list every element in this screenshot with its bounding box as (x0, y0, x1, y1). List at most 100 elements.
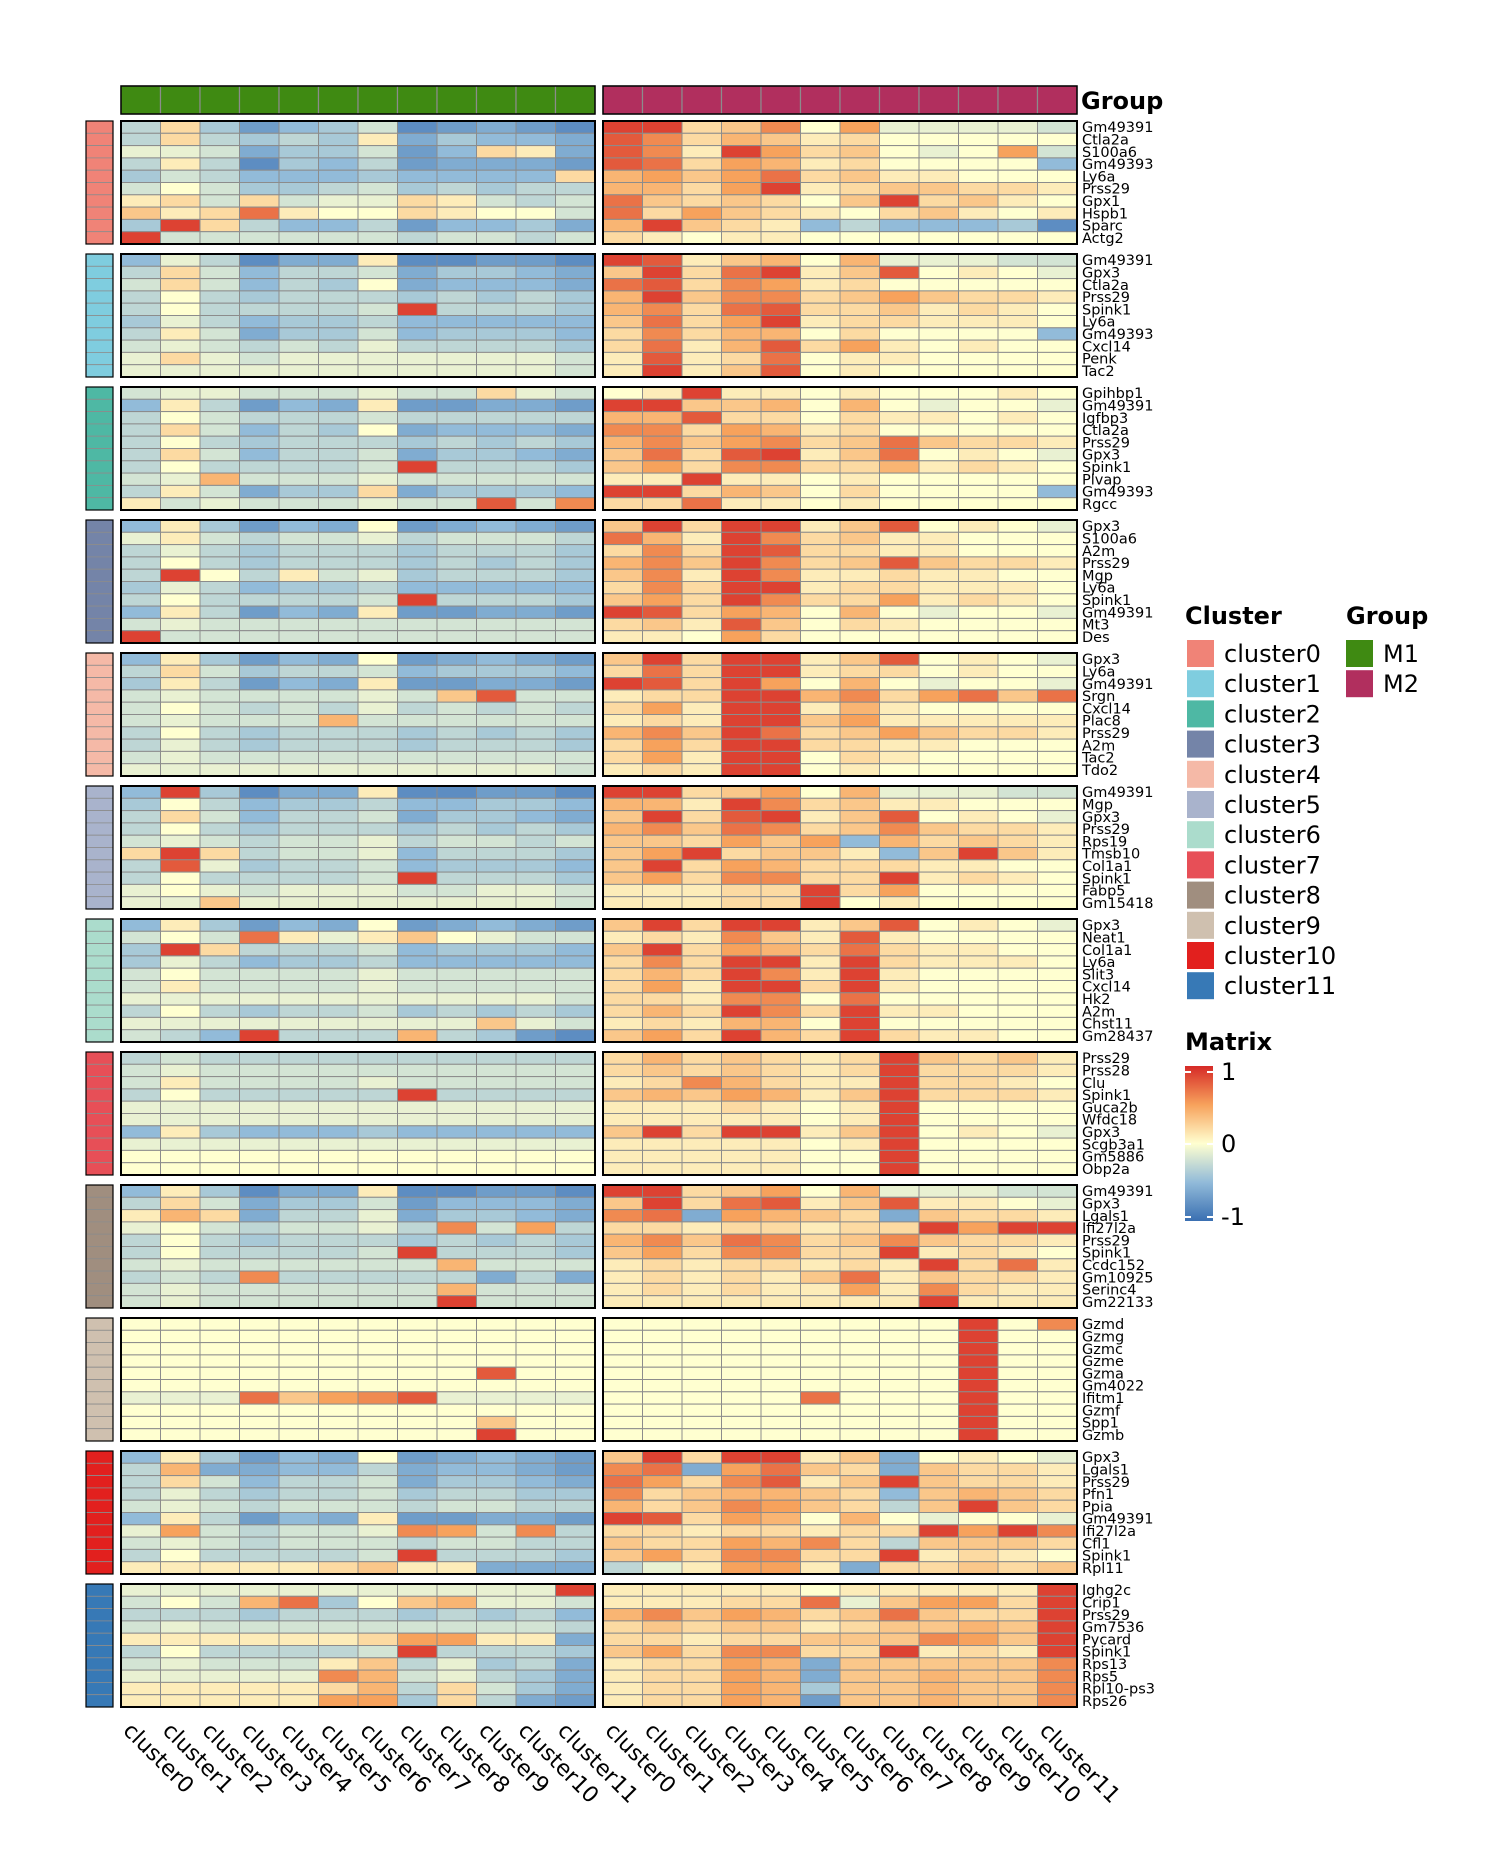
heatmap-cell (1037, 386, 1078, 400)
row-annotation-cell (85, 423, 114, 437)
heatmap-cell (721, 1379, 762, 1393)
heatmap-cell (160, 556, 201, 570)
heatmap-cell (120, 1196, 161, 1211)
heatmap-cell (602, 1645, 643, 1659)
heatmap-cell (199, 1620, 240, 1634)
heatmap-cell (602, 738, 643, 752)
heatmap-cell (879, 194, 920, 208)
heatmap-cell (555, 763, 596, 777)
heatmap-cell (800, 1317, 841, 1331)
gene-label: Chst11 (1082, 1017, 1133, 1033)
heatmap-cell (515, 411, 556, 425)
heatmap-cell (239, 194, 280, 208)
heatmap-cell (120, 689, 161, 703)
heatmap-cell (239, 1246, 280, 1260)
heatmap-cell (760, 1221, 801, 1235)
heatmap-cell (120, 955, 161, 969)
heatmap-cell (239, 206, 280, 220)
heatmap-cell (1037, 859, 1078, 873)
heatmap-cell (800, 206, 841, 220)
heatmap-cell (160, 967, 201, 982)
heatmap-cell (436, 1113, 477, 1127)
heatmap-cell (997, 617, 1038, 632)
row-annotation-cell (85, 1595, 114, 1610)
heatmap-cell (997, 834, 1038, 849)
heatmap-cell (278, 1608, 319, 1622)
heatmap-cell (436, 1184, 477, 1198)
row-annotation-border (85, 785, 114, 910)
heatmap-cell (800, 460, 841, 474)
heatmap-cell (642, 593, 683, 607)
heatmap-cell (318, 497, 359, 511)
heatmap-cell (476, 1100, 517, 1114)
heatmap-cell (515, 930, 556, 945)
heatmap-cell (839, 1681, 880, 1696)
heatmap-cell (760, 1499, 801, 1513)
heatmap-cell (515, 701, 556, 716)
heatmap-cell (318, 859, 359, 873)
heatmap-cell (958, 497, 999, 511)
heatmap-cell (800, 1499, 841, 1513)
heatmap-cell (278, 980, 319, 994)
heatmap-cell (997, 992, 1038, 1006)
heatmap-cell (681, 519, 722, 533)
heatmap-cell (436, 1499, 477, 1513)
heatmap-cell (997, 1354, 1038, 1368)
heatmap-cell (555, 593, 596, 607)
heatmap-cell (760, 1694, 801, 1708)
heatmap-cell (642, 1595, 683, 1610)
gene-label: Ly6a (1082, 664, 1115, 680)
row-annotation-cell (85, 1184, 114, 1198)
heatmap-cell (436, 1317, 477, 1331)
heatmap-cell (357, 1632, 398, 1646)
heatmap-cell (839, 278, 880, 292)
heatmap-cell (681, 497, 722, 511)
heatmap-cell (642, 943, 683, 957)
heatmap-cell (120, 593, 161, 607)
heatmap-cell (1037, 1657, 1078, 1671)
heatmap-cell (800, 1016, 841, 1031)
heatmap-cell (397, 1475, 438, 1489)
heatmap-cell (642, 460, 683, 474)
row-annotation-cell (85, 1475, 114, 1489)
heatmap-cell (602, 231, 643, 245)
heatmap-cell (642, 1379, 683, 1393)
heatmap-cell (476, 1415, 517, 1430)
heatmap-cell (879, 1415, 920, 1430)
heatmap-cell (997, 859, 1038, 873)
heatmap-cells (120, 120, 1078, 1708)
heatmap-cell (958, 918, 999, 932)
heatmap-cell (515, 1657, 556, 1671)
heatmap-cell (681, 351, 722, 366)
heatmap-cell (357, 423, 398, 437)
heatmap-cell (436, 750, 477, 765)
heatmap-cell (318, 169, 359, 183)
heatmap-cell (681, 448, 722, 462)
heatmap-cell (357, 182, 398, 196)
heatmap-cell (160, 1487, 201, 1501)
heatmap-cell (555, 544, 596, 558)
matrix-tick-label: -1 (1221, 1203, 1245, 1231)
heatmap-cell (1037, 943, 1078, 957)
heatmap-cell (800, 253, 841, 267)
heatmap-cell (318, 714, 359, 728)
heatmap-cell (800, 871, 841, 885)
heatmap-cell (239, 1608, 280, 1622)
heatmap-cell (1037, 930, 1078, 945)
heatmap-cell (958, 253, 999, 267)
heatmap-cell (160, 448, 201, 462)
heatmap-cell (958, 218, 999, 233)
row-annotation-cell (85, 943, 114, 957)
heatmap-cell (278, 1004, 319, 1018)
heatmap-cell (918, 1475, 959, 1489)
heatmap-cell (918, 484, 959, 499)
heatmap-cell (997, 169, 1038, 183)
heatmap-cell (760, 435, 801, 450)
heatmap-cell (602, 1583, 643, 1597)
heatmap-cell (1037, 182, 1078, 196)
heatmap-cell (879, 145, 920, 159)
heatmap-cell (602, 992, 643, 1006)
heatmap-cell (397, 581, 438, 595)
heatmap-cell (721, 847, 762, 861)
heatmap-cell (760, 1595, 801, 1610)
